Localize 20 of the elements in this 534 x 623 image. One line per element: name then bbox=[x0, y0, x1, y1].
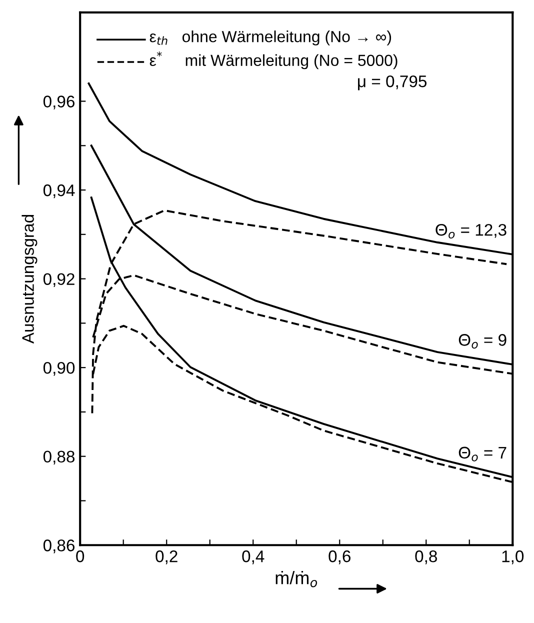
x-tick-label: 1,0 bbox=[502, 550, 524, 564]
y-tick-label: 0,90 bbox=[43, 362, 75, 376]
annotation: Θ$_{o}$ = 12,3 bbox=[436, 224, 506, 239]
y-tick-label: 0,88 bbox=[43, 450, 75, 465]
y-tick-label: 0,96 bbox=[43, 96, 75, 110]
x-axis-title: ṁ/ṁ$_{o}$ bbox=[276, 570, 318, 588]
x-tick-label: 0 bbox=[76, 550, 84, 562]
x-tick-label: 0,2 bbox=[156, 550, 178, 564]
x-tick-label: 0,8 bbox=[415, 550, 437, 564]
y-tick-label: 0,86 bbox=[43, 540, 75, 554]
x-tick-label: 0,6 bbox=[328, 550, 350, 564]
y-tick-label: 0,94 bbox=[43, 184, 75, 198]
annotation: μ = 0,795 bbox=[358, 75, 427, 90]
y-axis-title: Ausnutzungsgrad bbox=[22, 215, 38, 344]
text: ε$^{*}$ mit Wärmeleitung (No = 5000) bbox=[150, 51, 398, 70]
x-tick-label: 0,4 bbox=[242, 550, 264, 564]
annotation: Θ$_{o}$ = 9 bbox=[458, 334, 506, 349]
text: ε$_{th}$ ohne Wärmeleitung (No → ∞) bbox=[150, 30, 392, 46]
annotation: Θ$_{o}$ = 7 bbox=[458, 446, 506, 462]
y-tick-label: 0,92 bbox=[43, 273, 74, 287]
